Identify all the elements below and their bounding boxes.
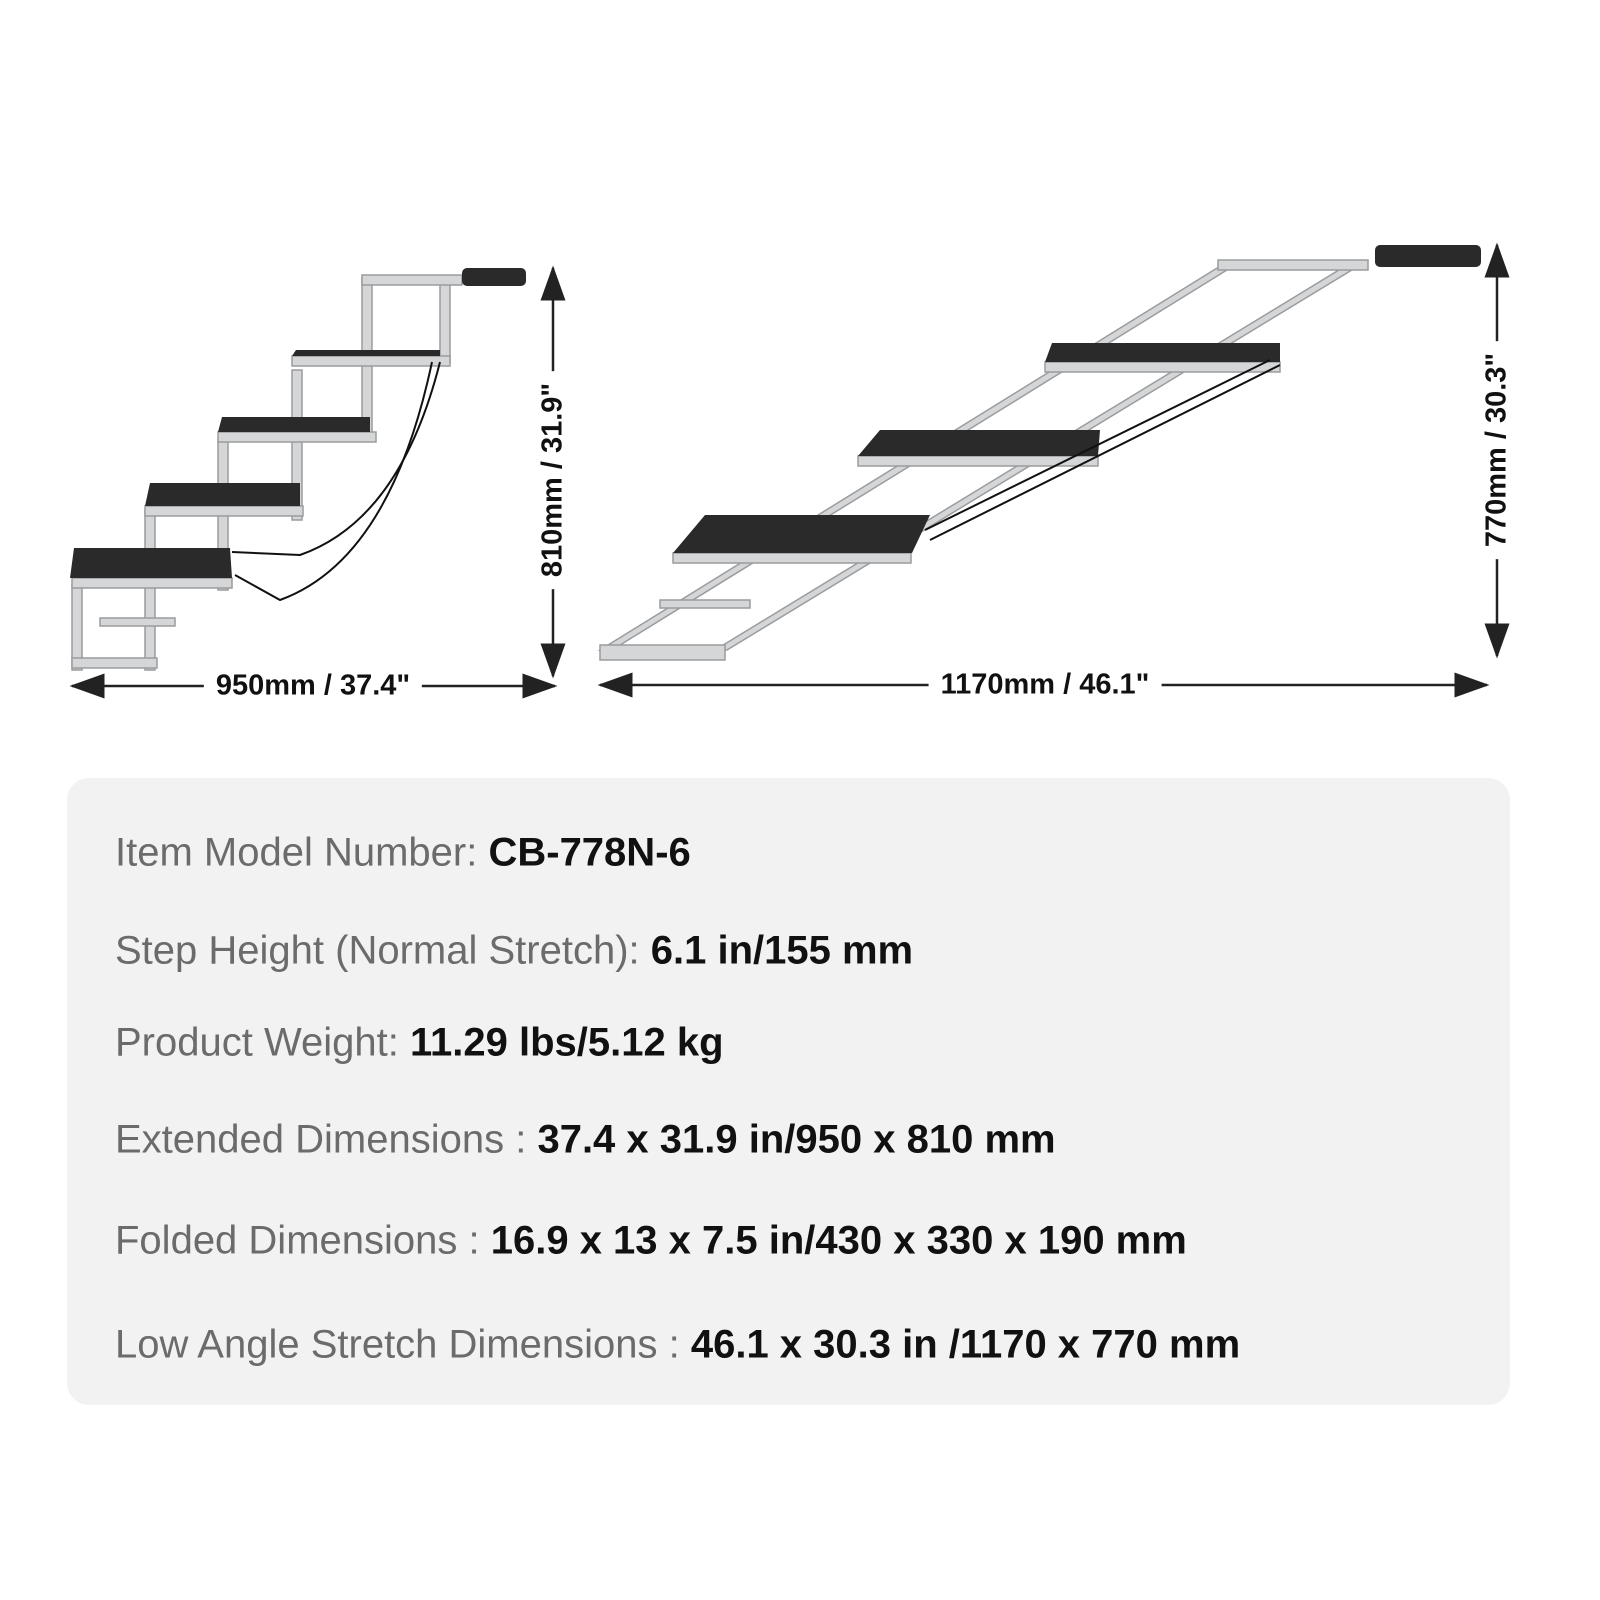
spec-weight: Product Weight: 11.29 lbs/5.12 kg (115, 1021, 724, 1066)
spec-panel: Item Model Number: CB-778N-6 Step Height… (67, 778, 1510, 1405)
spec-extended: Extended Dimensions : 37.4 x 31.9 in/950… (115, 1118, 1056, 1163)
spec-folded: Folded Dimensions : 16.9 x 13 x 7.5 in/4… (115, 1219, 1187, 1264)
spec-label: Low Angle Stretch Dimensions : (115, 1322, 691, 1367)
spec-value: 11.29 lbs/5.12 kg (409, 1020, 724, 1065)
spec-model: Item Model Number: CB-778N-6 (115, 831, 691, 876)
spec-value: 46.1 x 30.3 in /1170 x 770 mm (690, 1322, 1241, 1367)
spec-value: 37.4 x 31.9 in/950 x 810 mm (537, 1117, 1056, 1162)
spec-label: Step Height (Normal Stretch): (115, 928, 651, 973)
spec-low-angle: Low Angle Stretch Dimensions : 46.1 x 30… (115, 1323, 1240, 1368)
spec-value: CB-778N-6 (488, 830, 691, 875)
spec-value: 6.1 in/155 mm (650, 928, 914, 973)
spec-label: Folded Dimensions : (115, 1218, 491, 1263)
spec-step-height: Step Height (Normal Stretch): 6.1 in/155… (115, 929, 913, 974)
spec-label: Extended Dimensions : (115, 1117, 538, 1162)
extended-stairs-image (70, 268, 526, 671)
low-angle-stairs-image (597, 245, 1481, 661)
spec-label: Item Model Number: (115, 830, 489, 875)
extended-width-label: 950mm / 37.4" (203, 669, 423, 703)
extended-height-label: 810mm / 31.9" (536, 370, 570, 590)
low-angle-width-label: 1170mm / 46.1" (928, 668, 1162, 702)
low-angle-height-label: 770mm / 30.3" (1480, 340, 1514, 560)
spec-value: 16.9 x 13 x 7.5 in/430 x 330 x 190 mm (490, 1218, 1187, 1263)
spec-label: Product Weight: (115, 1020, 410, 1065)
